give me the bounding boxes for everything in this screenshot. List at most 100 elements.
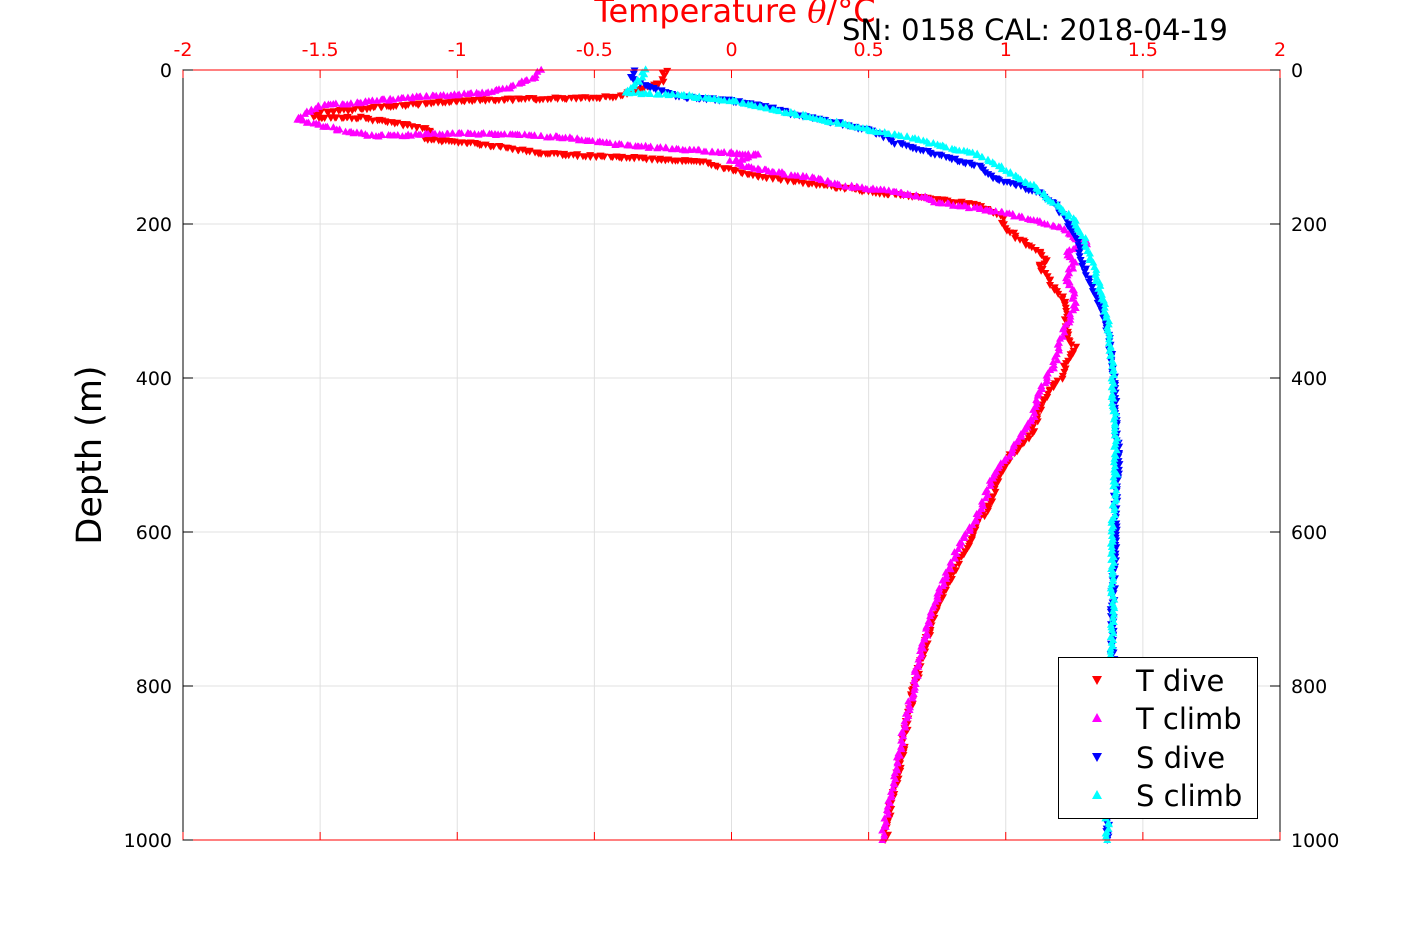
data-point bbox=[573, 153, 582, 161]
data-point bbox=[738, 155, 747, 163]
data-point bbox=[701, 147, 710, 155]
y-tick-label-left: 400 bbox=[136, 368, 172, 390]
data-point bbox=[978, 153, 987, 161]
data-point bbox=[304, 118, 313, 126]
data-point bbox=[353, 98, 362, 106]
data-point bbox=[1060, 368, 1069, 376]
data-point bbox=[1068, 260, 1077, 268]
data-point bbox=[1075, 253, 1084, 261]
data-point bbox=[332, 114, 341, 122]
data-point bbox=[321, 101, 330, 109]
data-point bbox=[883, 802, 892, 810]
triangle-up-marker-icon bbox=[1092, 790, 1102, 799]
data-point bbox=[1109, 482, 1118, 490]
data-point bbox=[1101, 829, 1110, 837]
data-point bbox=[1060, 208, 1069, 216]
data-point bbox=[320, 115, 329, 123]
y-tick-label-left: 800 bbox=[136, 676, 172, 698]
data-point bbox=[377, 104, 386, 112]
data-point bbox=[1105, 331, 1114, 339]
data-point bbox=[946, 565, 955, 573]
data-point bbox=[500, 130, 509, 138]
data-point bbox=[914, 662, 923, 670]
data-point bbox=[1033, 418, 1042, 426]
data-point bbox=[476, 97, 485, 105]
series-s-climb bbox=[621, 65, 1122, 843]
data-point bbox=[1102, 310, 1111, 318]
data-point bbox=[911, 679, 920, 687]
data-point bbox=[906, 703, 915, 711]
x-axis-ticks: -2 -1.5 -1 -0.5 0 0.5 1 1.5 2 bbox=[174, 39, 1286, 840]
data-point bbox=[948, 201, 957, 209]
data-point bbox=[826, 118, 835, 126]
data-point bbox=[933, 592, 942, 600]
data-point bbox=[817, 176, 826, 184]
data-point bbox=[1066, 354, 1075, 362]
data-point bbox=[1054, 290, 1063, 298]
data-point bbox=[1109, 385, 1118, 393]
data-point bbox=[971, 526, 980, 534]
data-point bbox=[997, 165, 1006, 173]
data-point bbox=[515, 79, 524, 87]
data-point bbox=[1033, 397, 1042, 405]
data-point bbox=[1069, 306, 1078, 314]
data-point bbox=[1110, 454, 1119, 462]
data-point bbox=[753, 150, 762, 158]
triangle-down-marker-icon bbox=[1092, 676, 1102, 685]
data-point bbox=[968, 148, 977, 156]
data-point bbox=[1105, 335, 1114, 343]
data-point bbox=[1053, 356, 1062, 364]
data-point bbox=[905, 706, 914, 714]
data-point bbox=[323, 122, 332, 130]
data-point bbox=[1027, 244, 1036, 252]
y-tick-label-right: 600 bbox=[1291, 522, 1327, 544]
data-point bbox=[777, 176, 786, 184]
x-tick-label: -2 bbox=[174, 39, 193, 61]
data-point bbox=[883, 807, 892, 815]
data-point bbox=[1031, 247, 1040, 255]
data-point bbox=[301, 109, 310, 117]
data-point bbox=[929, 139, 938, 147]
data-point bbox=[668, 90, 677, 98]
data-point bbox=[605, 138, 614, 146]
data-point bbox=[586, 153, 595, 161]
data-point bbox=[762, 104, 771, 112]
data-point bbox=[662, 144, 671, 152]
data-point bbox=[912, 191, 921, 199]
data-point bbox=[528, 74, 537, 82]
data-point bbox=[908, 694, 917, 702]
data-point bbox=[1109, 394, 1118, 402]
data-point bbox=[1085, 249, 1094, 257]
data-point bbox=[378, 130, 387, 138]
data-point bbox=[1067, 341, 1076, 349]
data-point bbox=[695, 92, 704, 100]
data-point bbox=[749, 151, 758, 159]
data-point bbox=[1112, 486, 1121, 494]
x-tick-label: -0.5 bbox=[576, 39, 613, 61]
data-point bbox=[890, 140, 899, 148]
y-tick-label-right: 1000 bbox=[1291, 830, 1339, 852]
data-point bbox=[1041, 379, 1050, 387]
data-point bbox=[1110, 426, 1119, 434]
data-point bbox=[884, 186, 893, 194]
y-tick-label-left: 200 bbox=[136, 214, 172, 236]
data-point bbox=[841, 182, 850, 190]
data-point bbox=[1109, 403, 1118, 411]
data-point bbox=[1049, 357, 1058, 365]
data-point bbox=[991, 207, 1000, 215]
series-s-dive bbox=[626, 67, 1124, 844]
chart-title: Temperature θ/°C bbox=[500, 0, 970, 30]
data-point bbox=[910, 667, 919, 675]
data-point bbox=[1107, 527, 1116, 535]
y-tick-label-right: 0 bbox=[1291, 60, 1303, 82]
data-point bbox=[1033, 408, 1042, 416]
data-point bbox=[900, 717, 909, 725]
data-point bbox=[1089, 258, 1098, 266]
data-point bbox=[368, 117, 377, 125]
data-point bbox=[393, 130, 402, 138]
data-point bbox=[537, 65, 546, 73]
data-point bbox=[617, 140, 626, 148]
data-point bbox=[1107, 524, 1116, 532]
data-points bbox=[293, 65, 1124, 844]
data-point bbox=[1106, 650, 1115, 658]
